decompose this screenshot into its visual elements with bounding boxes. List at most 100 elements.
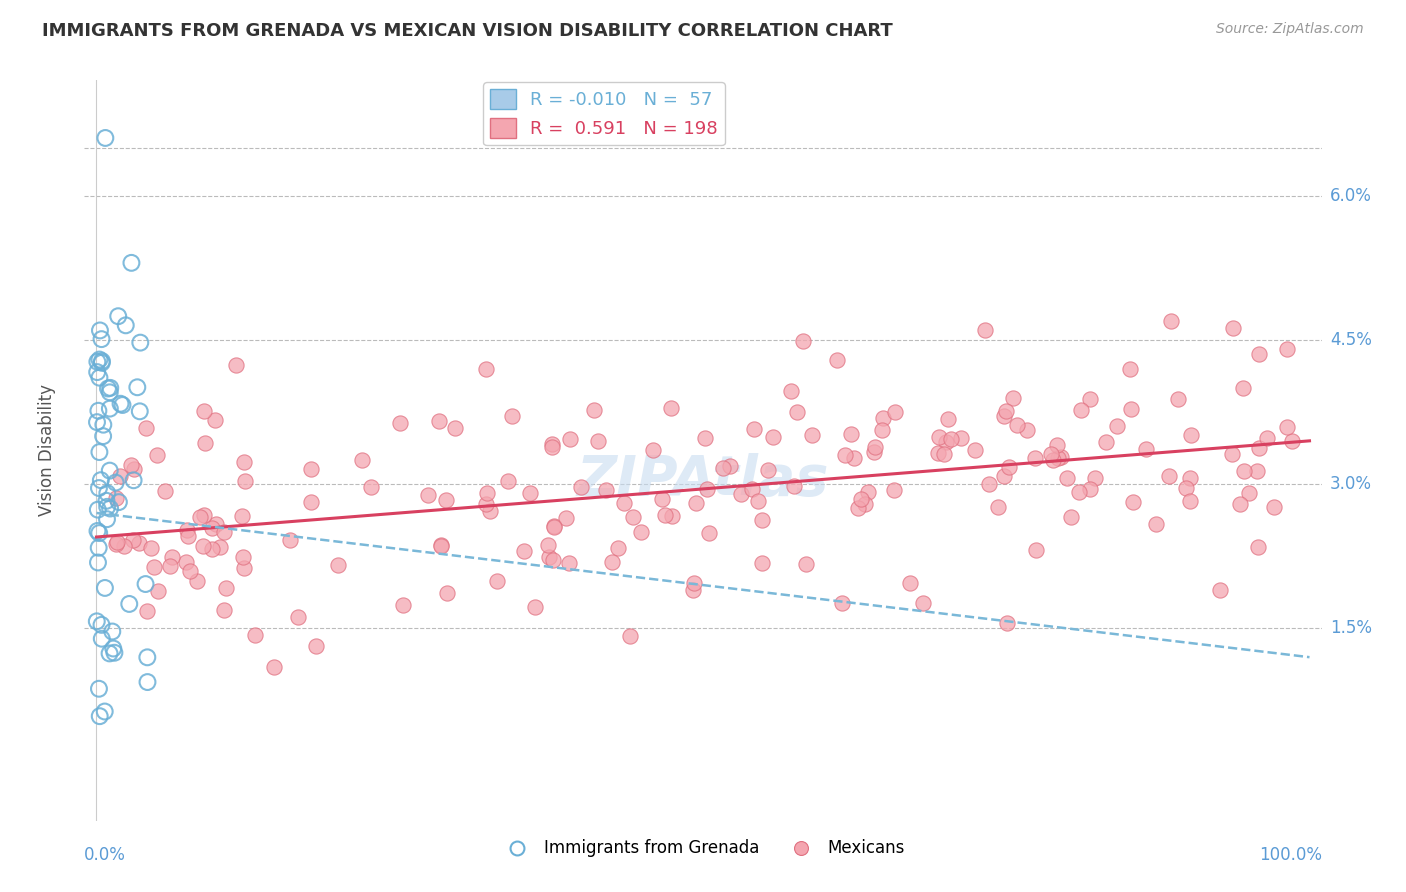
Point <box>1256 431 1278 445</box>
Point <box>935 435 957 450</box>
Point <box>135 577 157 591</box>
Point <box>86 524 108 538</box>
Point <box>146 584 169 599</box>
Point <box>97 382 120 396</box>
Point <box>582 403 605 417</box>
Point <box>1249 346 1271 360</box>
Point <box>1263 500 1285 514</box>
Point <box>136 604 159 618</box>
Point <box>1247 441 1270 455</box>
Point <box>1060 509 1083 524</box>
Point <box>558 432 581 446</box>
Point <box>103 646 125 660</box>
Point <box>1275 419 1298 434</box>
Point <box>225 359 247 373</box>
Point <box>186 574 208 588</box>
Point <box>543 520 565 534</box>
Point <box>98 381 121 395</box>
Point <box>160 550 183 565</box>
Point <box>280 533 302 547</box>
Point <box>641 442 664 457</box>
Point <box>143 559 166 574</box>
Point <box>436 586 458 600</box>
Point <box>475 362 498 376</box>
Point <box>606 541 628 555</box>
Point <box>794 557 817 571</box>
Point <box>911 596 934 610</box>
Point <box>1247 540 1270 554</box>
Point <box>883 483 905 497</box>
Point <box>90 618 112 632</box>
Point <box>751 513 773 527</box>
Point <box>1222 321 1244 335</box>
Point <box>176 523 198 537</box>
Point <box>1047 450 1070 465</box>
Point <box>569 480 592 494</box>
Point <box>853 497 876 511</box>
Point <box>1050 450 1073 464</box>
Point <box>742 421 765 435</box>
Point <box>993 468 1015 483</box>
Point <box>974 322 997 336</box>
Point <box>863 445 886 459</box>
Point <box>842 450 865 465</box>
Point <box>711 460 734 475</box>
Text: IMMIGRANTS FROM GRENADA VS MEXICAN VISION DISABILITY CORRELATION CHART: IMMIGRANTS FROM GRENADA VS MEXICAN VISIO… <box>42 22 893 40</box>
Point <box>1277 342 1299 356</box>
Point <box>177 528 200 542</box>
Text: Vision Disability: Vision Disability <box>38 384 56 516</box>
Point <box>682 582 704 597</box>
Point <box>299 495 322 509</box>
Point <box>87 481 110 495</box>
Point <box>105 535 128 549</box>
Point <box>782 479 804 493</box>
Legend: Immigrants from Grenada, Mexicans: Immigrants from Grenada, Mexicans <box>494 833 912 864</box>
Point <box>801 428 824 442</box>
Point <box>209 540 232 554</box>
Point <box>995 403 1018 417</box>
Point <box>204 413 226 427</box>
Point <box>1281 434 1303 448</box>
Point <box>993 409 1015 423</box>
Point <box>96 493 118 508</box>
Point <box>98 464 121 478</box>
Point <box>212 524 235 539</box>
Point <box>498 474 520 488</box>
Point <box>977 476 1000 491</box>
Point <box>934 447 956 461</box>
Point <box>90 632 112 646</box>
Point <box>1095 434 1118 449</box>
Point <box>621 509 644 524</box>
Point <box>1005 417 1028 432</box>
Point <box>120 256 142 270</box>
Point <box>86 415 108 429</box>
Point <box>834 448 856 462</box>
Point <box>89 370 111 384</box>
Point <box>231 508 253 523</box>
Point <box>103 641 125 656</box>
Point <box>90 356 112 370</box>
Point <box>98 501 121 516</box>
Point <box>519 485 541 500</box>
Point <box>233 560 256 574</box>
Point <box>86 365 108 379</box>
Point <box>96 500 118 514</box>
Point <box>194 436 217 450</box>
Point <box>129 335 152 350</box>
Point <box>212 602 235 616</box>
Point <box>1056 471 1078 485</box>
Point <box>683 575 706 590</box>
Point <box>792 334 814 348</box>
Point <box>939 432 962 446</box>
Point <box>1135 442 1157 456</box>
Point <box>936 412 959 426</box>
Point <box>1160 313 1182 327</box>
Point <box>191 539 214 553</box>
Point <box>136 650 159 665</box>
Point <box>193 403 215 417</box>
Point <box>443 421 465 435</box>
Point <box>856 485 879 500</box>
Point <box>1239 486 1261 500</box>
Point <box>963 443 986 458</box>
Point <box>392 598 415 612</box>
